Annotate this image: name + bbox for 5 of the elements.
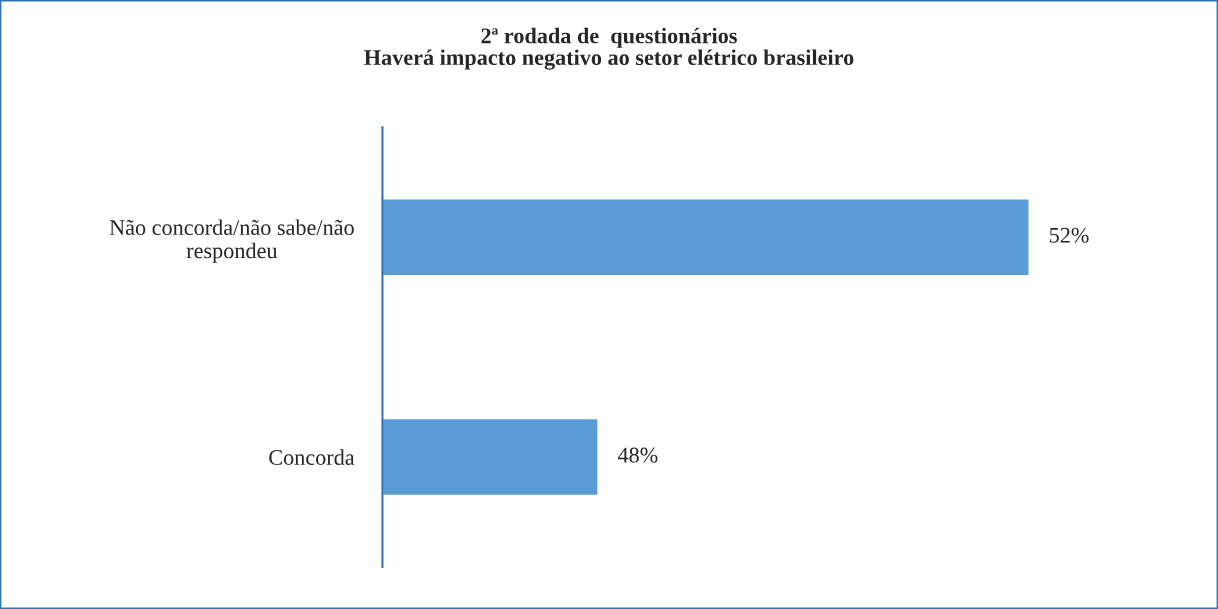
y-tick-label: Não concorda/não sabe/não respondeu: [109, 219, 354, 263]
y-tick-label: Concorda: [269, 449, 355, 465]
data-label: 48%: [617, 447, 658, 463]
data-label: 52%: [1049, 227, 1089, 243]
chart-title: 2ª rodada de questionários Haverá impacto negativo ao setor elétrico brasileiro: [364, 27, 854, 70]
